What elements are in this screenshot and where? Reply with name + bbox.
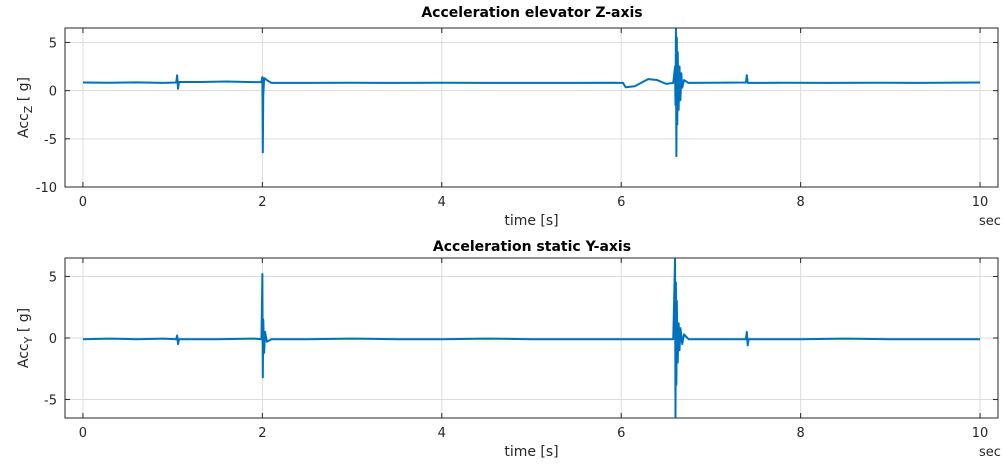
chart-title: Acceleration static Y-axis [433,239,631,255]
x-tick-label: 10 [972,426,989,441]
y-tick-label: 0 [49,85,57,100]
x-unit-label: sec [979,445,1001,460]
chart-acceleration-z: Acceleration elevator Z-axis 0 2 4 6 8 10 -10 -… [16,5,1001,229]
x-tick-label: 0 [79,195,87,210]
series-line [82,258,981,418]
y-tick-label: -5 [44,133,57,148]
x-tick-label: 10 [972,195,989,210]
y-tick-label: -5 [44,394,57,409]
x-tick-label: 2 [258,426,266,441]
x-tick-label: 6 [617,195,625,210]
y-tick-label: 0 [49,332,57,347]
x-axis-label: time [s] [504,213,558,229]
chart-title: Acceleration elevator Z-axis [421,5,642,21]
x-tick-label: 8 [796,195,804,210]
x-tick-label: 0 [79,426,87,441]
x-tick-label: 8 [796,426,804,441]
x-tick-label: 4 [438,195,446,210]
x-tick-label: 6 [617,426,625,441]
x-unit-label: sec [979,214,1001,229]
x-tick-label: 2 [258,195,266,210]
chart-acceleration-y: Acceleration static Y-axis 0 2 4 6 8 10 -5 0 5 ti… [16,239,1001,460]
y-axis-label: AccY [ g] [16,308,35,368]
y-tick-label: 5 [49,270,57,285]
y-tick-label: 5 [49,36,57,51]
x-axis-label: time [s] [504,444,558,460]
y-tick-label: -10 [36,181,57,196]
series-line [82,28,981,158]
y-axis-label: AccZ [ g] [16,77,35,138]
x-tick-label: 4 [438,426,446,441]
axes-frame [64,27,999,188]
